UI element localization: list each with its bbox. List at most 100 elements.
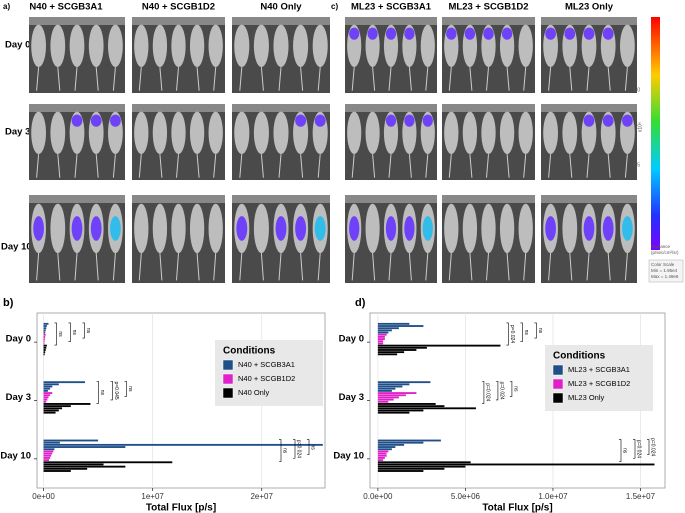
- legend-label: N40 + SCGB3A1: [238, 360, 295, 369]
- tail: [548, 67, 552, 91]
- signal: [385, 216, 397, 241]
- signal: [367, 27, 378, 40]
- bar: [43, 461, 173, 464]
- bar: [377, 394, 406, 397]
- y-tick-label: Day 3: [6, 392, 31, 403]
- mouse: [444, 203, 459, 254]
- significance-bracket: [647, 439, 650, 456]
- bar: [377, 342, 384, 345]
- legend-label: ML23 + SCGB1D2: [568, 379, 630, 388]
- signal: [422, 114, 433, 127]
- mouse: [108, 24, 123, 68]
- tail: [74, 67, 78, 91]
- mouse: [253, 24, 269, 68]
- tail: [138, 67, 142, 91]
- image-top: [29, 17, 125, 25]
- tail: [138, 154, 142, 178]
- colorbar-tick: 1.0: [633, 87, 640, 93]
- color-scale: Min = 1.95e4: [651, 268, 678, 273]
- bar: [377, 351, 405, 354]
- bar: [43, 452, 53, 455]
- color-scale: Color Scale: [651, 262, 675, 267]
- image-top: [232, 195, 330, 203]
- y-tick-label: Day 10: [0, 450, 31, 461]
- tail: [388, 67, 392, 91]
- signal: [385, 27, 397, 40]
- bar: [43, 405, 71, 408]
- colorbar-tick: 0.5: [633, 162, 640, 168]
- tail: [388, 154, 392, 178]
- significance-bracket: [481, 380, 485, 404]
- tail: [95, 154, 99, 178]
- significance-bracket: [124, 380, 127, 397]
- bar: [43, 389, 48, 392]
- mouse: [444, 111, 459, 155]
- mouse: [481, 203, 496, 254]
- signal: [314, 216, 326, 241]
- bar: [377, 344, 501, 347]
- tail: [176, 154, 179, 178]
- bar: [377, 329, 392, 332]
- tail: [425, 154, 429, 178]
- significance-label: p=0.024: [509, 325, 515, 343]
- significance-bracket: [633, 439, 636, 459]
- bar: [377, 405, 445, 408]
- bar: [377, 452, 387, 455]
- mouse: [253, 111, 269, 155]
- signal: [349, 27, 360, 40]
- bar: [43, 448, 55, 451]
- signal: [33, 216, 44, 241]
- legend-swatch: [222, 387, 234, 399]
- bar: [43, 443, 323, 446]
- mouse: [88, 24, 104, 68]
- bar: [43, 463, 104, 466]
- tail: [74, 154, 78, 178]
- bar: [43, 411, 56, 414]
- tail: [448, 67, 452, 91]
- bar: [43, 322, 49, 325]
- mouse: [208, 24, 223, 68]
- tail: [469, 253, 473, 281]
- significance-label: ns: [99, 390, 105, 396]
- tail: [112, 154, 116, 178]
- signal: [404, 216, 415, 241]
- tail: [448, 253, 452, 281]
- image-top: [541, 17, 637, 25]
- x-tick-label: 0e+00: [32, 492, 55, 501]
- mouse: [189, 111, 205, 155]
- tail: [300, 154, 304, 178]
- mouse: [365, 203, 380, 254]
- significance-label: p=0.024: [296, 440, 302, 458]
- legend-label: N40 Only: [238, 388, 270, 397]
- bar: [377, 411, 410, 414]
- tail: [569, 154, 573, 178]
- tail: [95, 253, 99, 281]
- tail: [486, 67, 489, 91]
- tail: [213, 67, 217, 91]
- tail: [196, 67, 200, 91]
- column-header: ML23 Only: [565, 2, 614, 13]
- tail: [448, 154, 452, 178]
- mouse: [134, 111, 149, 155]
- bar: [43, 454, 52, 457]
- tail: [317, 67, 321, 91]
- significance-bracket: [509, 380, 513, 397]
- significance-bracket: [534, 322, 537, 339]
- signal: [404, 27, 415, 40]
- tail: [57, 253, 61, 281]
- bar: [43, 441, 60, 444]
- mouse: [462, 203, 478, 254]
- tail: [159, 67, 163, 91]
- mouse: [171, 24, 186, 68]
- signal: [602, 216, 614, 241]
- bar: [377, 439, 441, 442]
- bar: [377, 463, 655, 466]
- mouse: [31, 24, 46, 68]
- image-top: [29, 195, 125, 203]
- row-label: Day 10: [1, 242, 32, 253]
- significance-bracket: [82, 322, 85, 339]
- tail: [112, 67, 116, 91]
- significance-bracket: [293, 439, 296, 459]
- image-top: [345, 195, 437, 203]
- signal: [404, 114, 415, 127]
